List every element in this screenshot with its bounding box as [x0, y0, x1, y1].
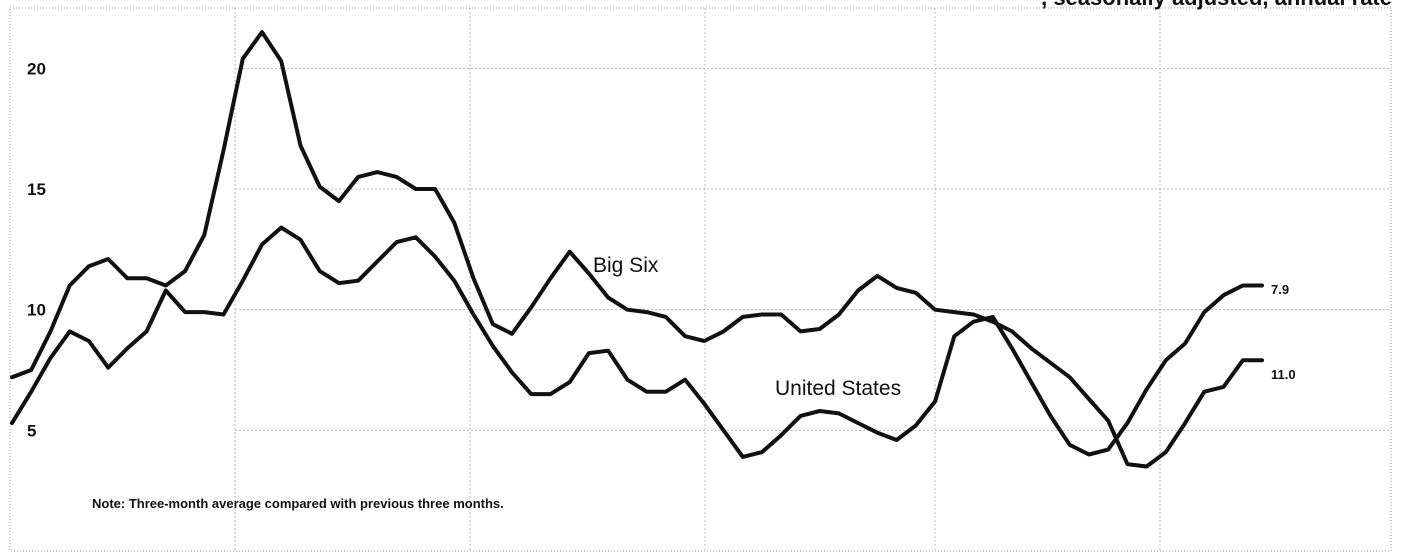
- chart-header-text: , seasonally adjusted, annual rate: [1041, 0, 1392, 10]
- united-states-label: United States: [775, 377, 901, 400]
- grid-lines: [234, 8, 1391, 551]
- big-six-label: Big Six: [593, 254, 659, 277]
- series-lines: [10, 30, 1264, 469]
- plot-frame: [9, 7, 1392, 552]
- united-states-end-label: 7.9: [1271, 282, 1289, 297]
- y-tick-label: 10: [27, 301, 46, 320]
- big-six-end-label: 11.0: [1271, 367, 1296, 382]
- y-tick-label: 5: [27, 421, 36, 440]
- united-states-line: [10, 225, 1264, 459]
- chart-note: Note: Three-month average compared with …: [92, 496, 504, 511]
- y-axis-ticks: 5 10 15 20: [27, 59, 46, 440]
- y-tick-label: 15: [27, 180, 46, 199]
- big-six-line: [10, 30, 1264, 469]
- y-tick-label: 20: [27, 59, 46, 78]
